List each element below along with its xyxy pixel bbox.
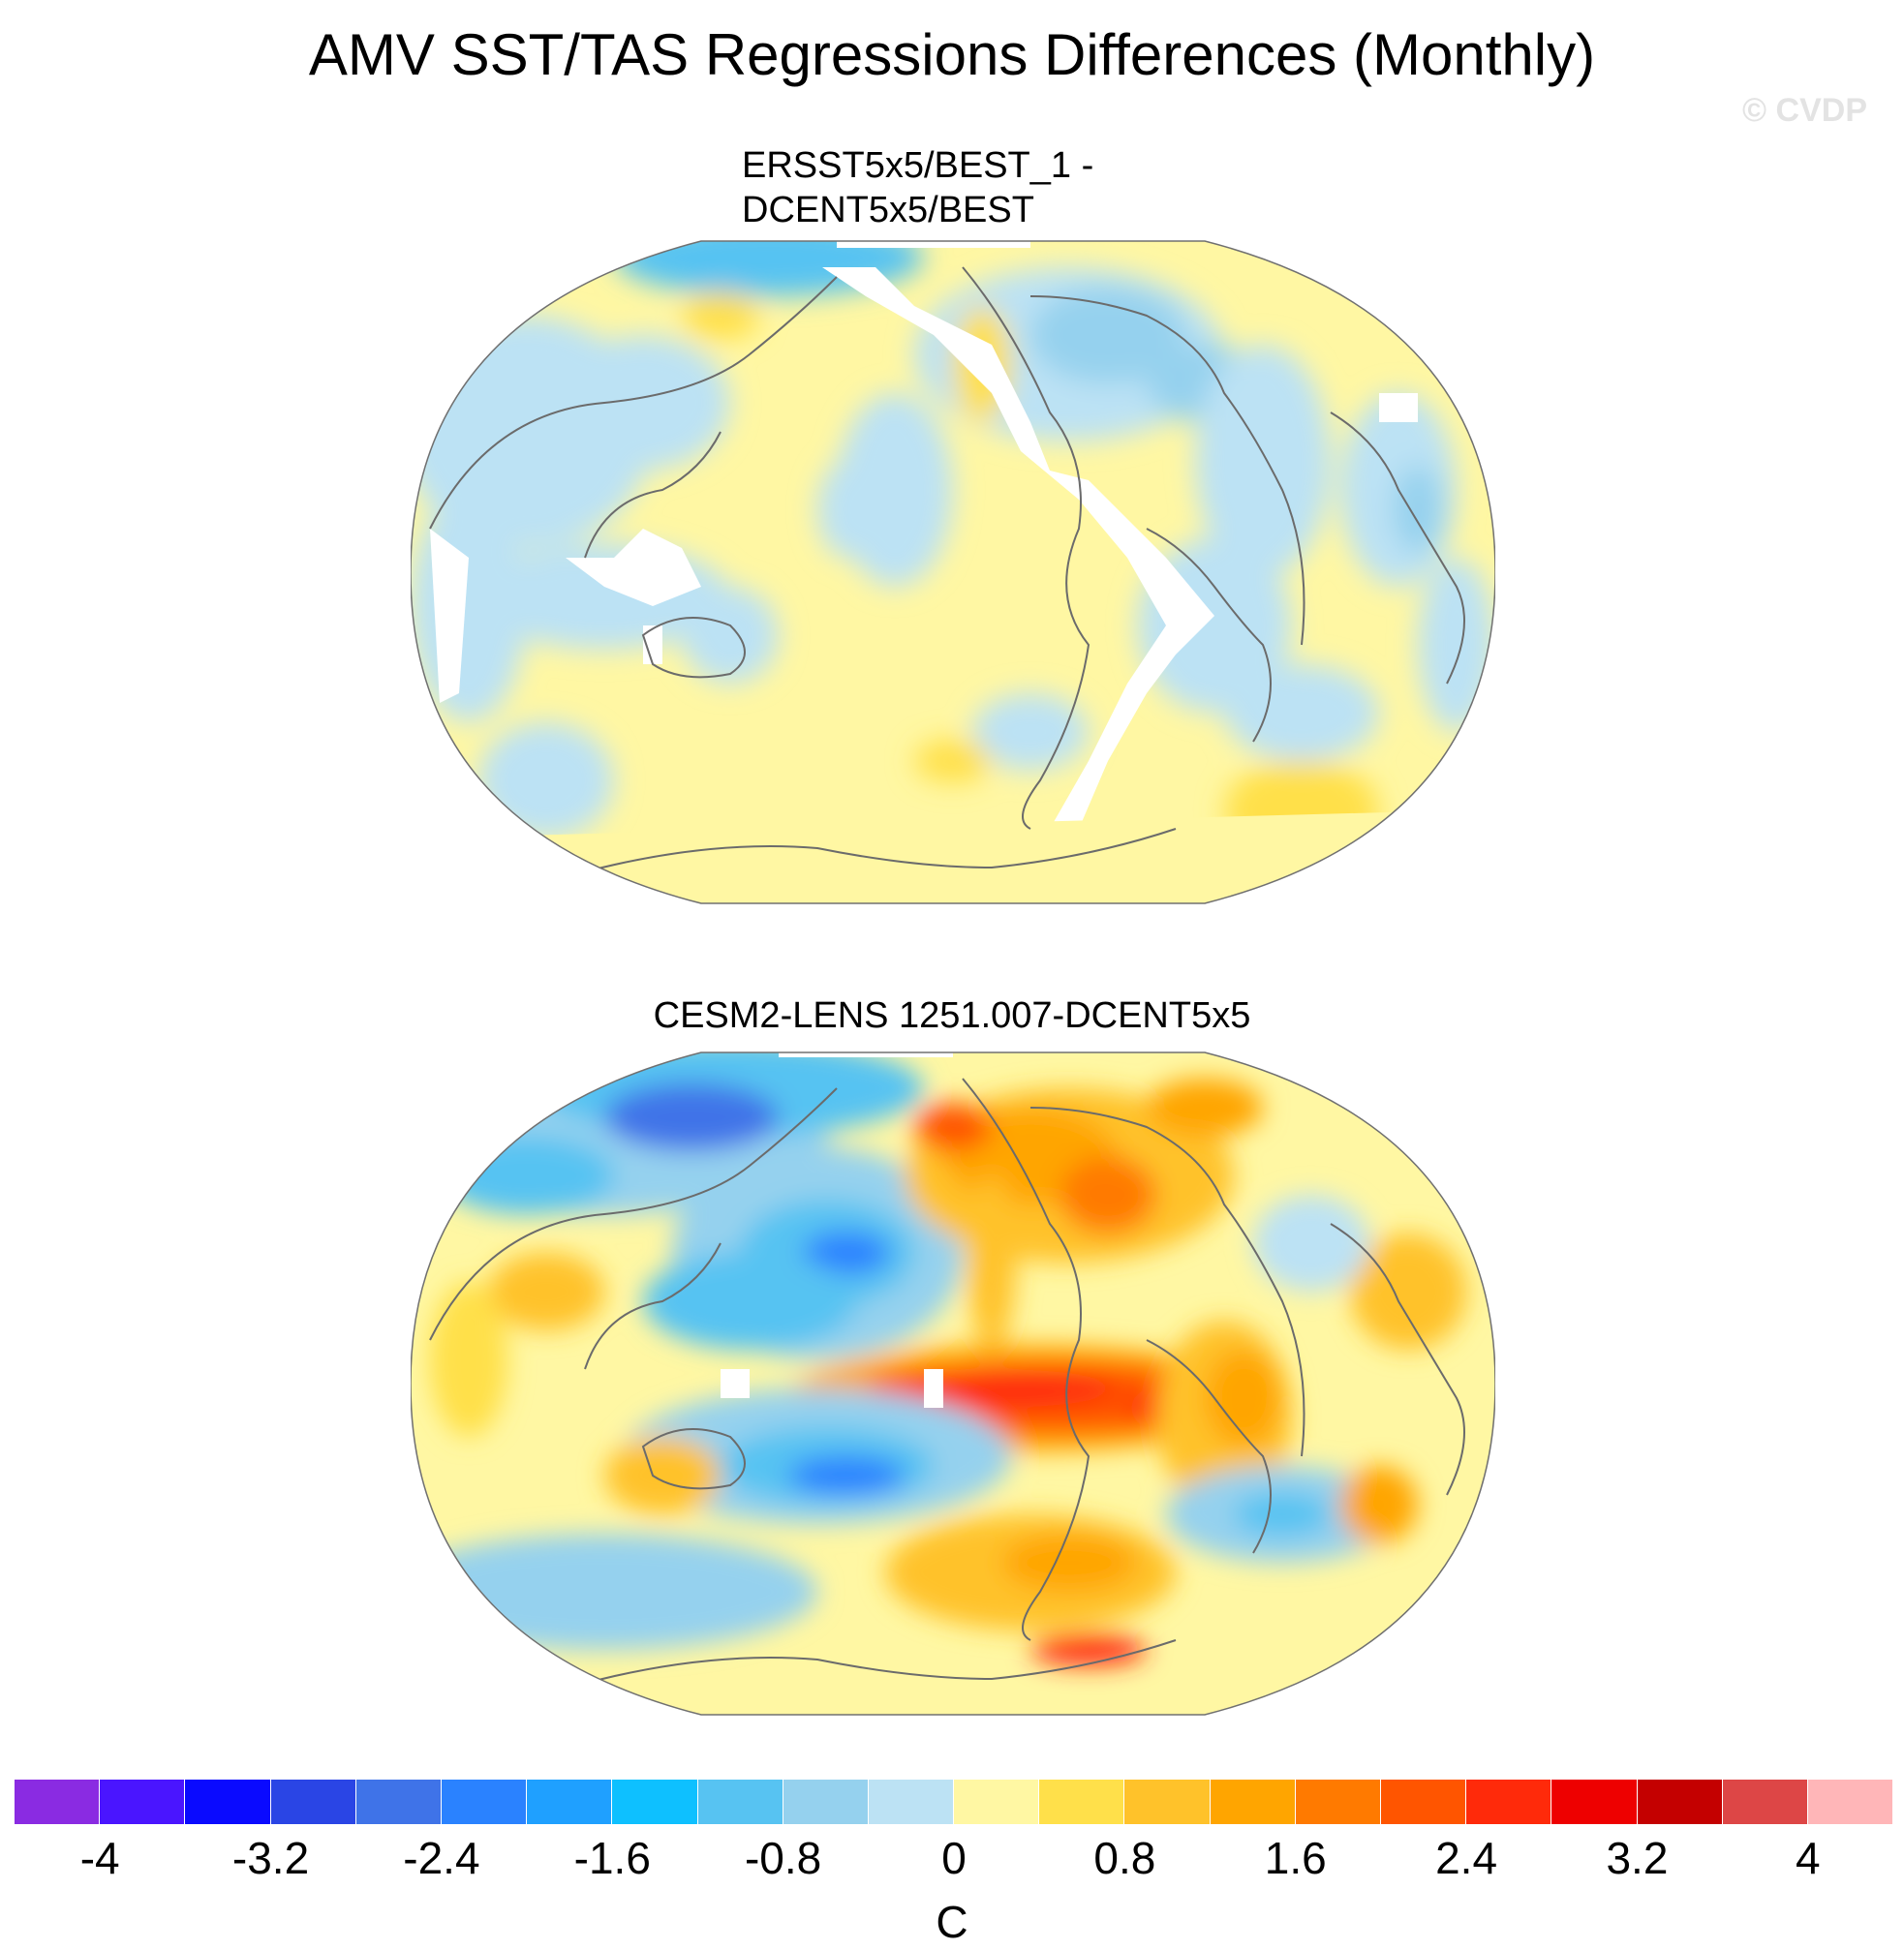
colorbar-tick-label: 1.6 (1264, 1833, 1327, 1883)
colorbar-tick-label: 0 (941, 1833, 967, 1883)
figure-title: AMV SST/TAS Regressions Differences (Mon… (308, 22, 1596, 87)
panel-1-title-line2: DCENT5x5/BEST (742, 190, 1034, 230)
colorbar-swatch (954, 1780, 1040, 1824)
panel-1-map (411, 240, 1495, 904)
colorbar-swatch (355, 1780, 442, 1824)
watermark: © CVDP (1742, 92, 1867, 129)
colorbar-tick-label: -4 (79, 1833, 120, 1883)
panel-1-title: ERSST5x5/BEST_1 - DCENT5x5/BEST (742, 143, 1093, 232)
colorbar-tick-label: 2.4 (1435, 1833, 1498, 1883)
colorbar-swatch (1637, 1780, 1723, 1824)
colorbar-tick-label: -1.6 (573, 1833, 651, 1883)
colorbar-swatch (783, 1780, 869, 1824)
colorbar-swatch (1295, 1780, 1381, 1824)
panel-2-title: CESM2-LENS 1251.007-DCENT5x5 (653, 995, 1251, 1036)
colorbar-swatch (1551, 1780, 1638, 1824)
colorbar-swatch (441, 1780, 528, 1824)
colorbar-tick-label: 4 (1796, 1833, 1821, 1883)
colorbar (15, 1780, 1894, 1824)
colorbar-swatch (1210, 1780, 1296, 1824)
panel-1-map-outline (411, 240, 1495, 904)
colorbar-swatch (1039, 1780, 1125, 1824)
colorbar-swatch (185, 1780, 271, 1824)
colorbar-swatch (527, 1780, 613, 1824)
colorbar-tick-label: 3.2 (1606, 1833, 1669, 1883)
colorbar-swatch (1466, 1780, 1552, 1824)
colorbar-swatch (697, 1780, 783, 1824)
panel-2-map (411, 1051, 1495, 1716)
colorbar-swatch (868, 1780, 955, 1824)
colorbar-swatch (612, 1780, 698, 1824)
colorbar-tick-label: 0.8 (1093, 1833, 1156, 1883)
colorbar-tick-label: -3.2 (231, 1833, 310, 1883)
colorbar-swatch (15, 1780, 101, 1824)
colorbar-swatch (1124, 1780, 1211, 1824)
colorbar-swatch (1722, 1780, 1808, 1824)
colorbar-swatch (100, 1780, 186, 1824)
colorbar-unit-label: C (936, 1897, 968, 1947)
panel-2-map-outline (411, 1051, 1495, 1716)
colorbar-swatch (1807, 1780, 1894, 1824)
colorbar-tick-label: -0.8 (744, 1833, 822, 1883)
colorbar-tick-label: -2.4 (403, 1833, 480, 1883)
panel-1-title-line1: ERSST5x5/BEST_1 - (742, 145, 1094, 186)
colorbar-swatch (1381, 1780, 1467, 1824)
colorbar-swatch (270, 1780, 356, 1824)
